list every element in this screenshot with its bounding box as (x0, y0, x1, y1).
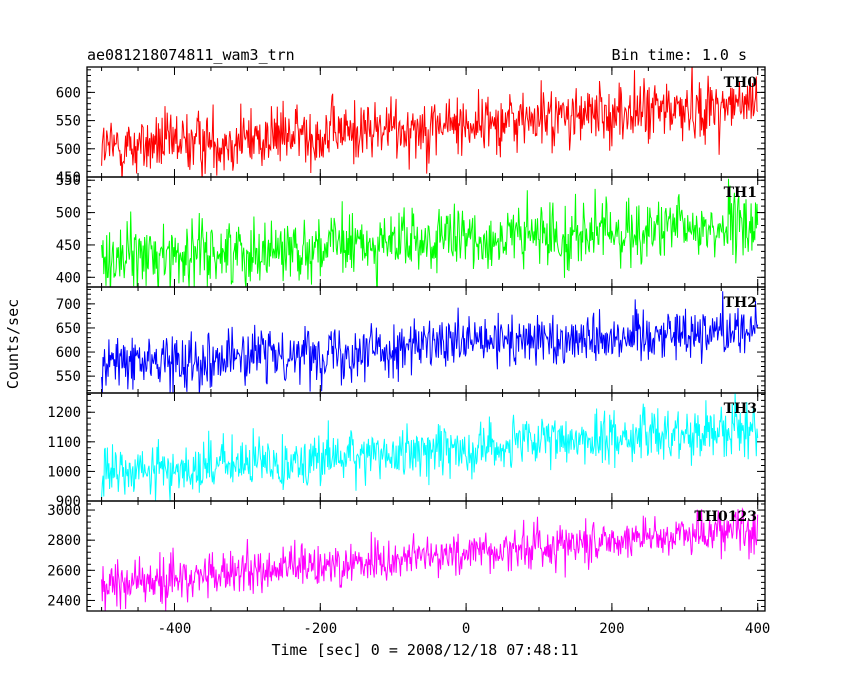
series-line-th2 (101, 291, 759, 393)
y-tick-label: 900 (56, 494, 81, 510)
y-tick-label: 2600 (47, 563, 81, 579)
panel-th1: 400 450 500 550 TH1 (56, 173, 766, 288)
panel-label-th0123: TH0123 (694, 509, 757, 525)
y-tick-label: 500 (56, 206, 81, 222)
y-tick-label: 600 (56, 85, 81, 101)
x-tick-label: 400 (745, 621, 770, 637)
y-tick-label: 1000 (47, 464, 81, 480)
x-tick-label: -400 (158, 621, 192, 637)
series-line-th0 (101, 67, 759, 177)
x-tick-label: 0 (462, 621, 470, 637)
x-tick-label: 200 (599, 621, 624, 637)
y-tick-label: 700 (56, 297, 81, 313)
y-tick-label: 1100 (47, 435, 81, 451)
y-axis-label: Counts/sec (4, 299, 22, 389)
panel-label-th1: TH1 (724, 185, 757, 201)
panel-frame (86, 500, 766, 612)
y-tick-label: 500 (56, 142, 81, 158)
y-tick-label: 400 (56, 270, 81, 286)
y-tick-label: 1200 (47, 405, 81, 421)
panel-th0: 450 500 550 600 TH0 (56, 66, 766, 186)
y-tick-label: 450 (56, 170, 81, 186)
y-tick-label: 650 (56, 321, 81, 337)
x-axis: -400 -200 0 200 400 (158, 621, 771, 637)
y-tick-label: 550 (56, 173, 81, 189)
bin-time-label: Bin time: 1.0 s (612, 46, 747, 64)
y-tick-label: 2400 (47, 593, 81, 609)
y-tick-label: 450 (56, 238, 81, 254)
series-line-th0123 (101, 507, 759, 611)
panels-group: 450 500 550 600 TH0 400 450 500 550 TH1 550 600 650 7… (47, 66, 766, 612)
y-tick-label: 3000 (47, 503, 81, 519)
x-axis-label: Time [sec] 0 = 2008/12/18 07:48:11 (271, 641, 578, 659)
chart-title: ae081218074811_wam3_trn (87, 46, 295, 64)
x-tick-label: -200 (303, 621, 337, 637)
series-line-th3 (101, 393, 759, 501)
y-tick-label: 550 (56, 369, 81, 385)
panel-th2: 550 600 650 700 TH2 (56, 286, 766, 394)
y-tick-label: 2800 (47, 533, 81, 549)
y-tick-label: 550 (56, 114, 81, 130)
panel-th3: 900 1000 1100 1200 TH3 (47, 392, 766, 510)
series-line-th1 (101, 178, 759, 287)
panel-label-th2: TH2 (724, 295, 757, 311)
panel-label-th0: TH0 (724, 75, 758, 91)
panel-label-th3: TH3 (724, 401, 757, 417)
panel-th0123: 2400 2600 2800 3000 TH0123 (47, 500, 766, 612)
y-tick-label: 600 (56, 345, 81, 361)
